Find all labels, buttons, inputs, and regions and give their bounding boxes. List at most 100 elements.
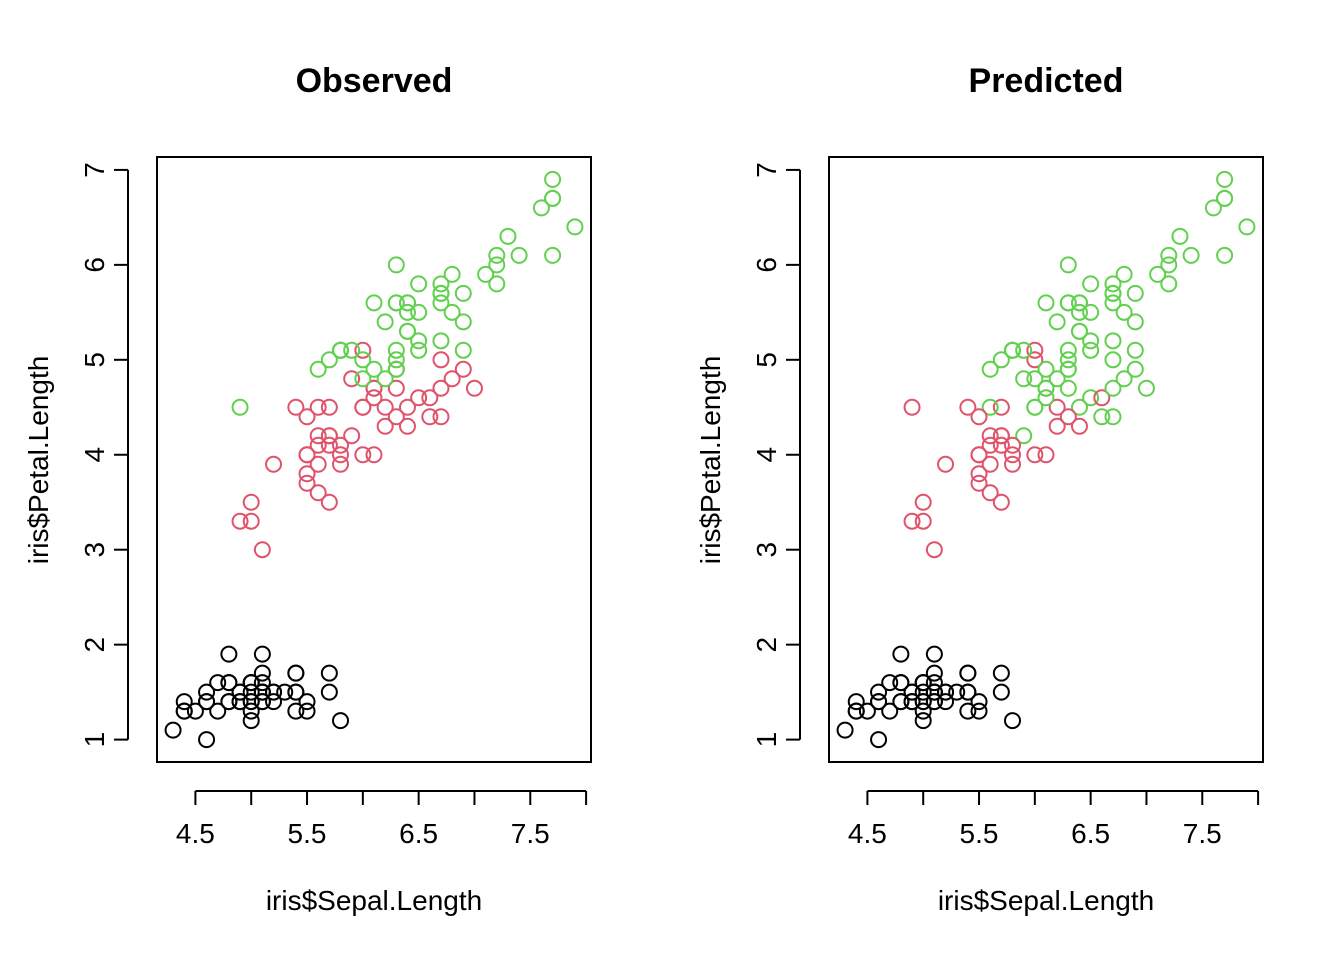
observed-data-point: [354, 398, 372, 416]
predicted-data-point: [970, 474, 988, 492]
observed-data-point: [242, 702, 260, 720]
observed-y-tick-label: 5: [79, 352, 110, 368]
observed-y-tick-label: 6: [79, 257, 110, 273]
predicted-x-tick-label: 6.5: [1071, 818, 1110, 849]
predicted-data-point: [1216, 189, 1234, 207]
predicted-data-point: [1059, 294, 1077, 312]
predicted-panel: Predicted iris$Sepal.Length iris$Petal.L…: [695, 62, 1264, 916]
observed-data-point: [332, 446, 350, 464]
observed-data-point: [421, 389, 439, 407]
observed-data-point: [432, 332, 450, 350]
predicted-data-point: [1216, 246, 1234, 264]
predicted-data-point: [914, 512, 932, 530]
predicted-data-point: [1093, 408, 1111, 426]
observed-data-point: [499, 227, 517, 245]
predicted-data-point: [1059, 379, 1077, 397]
predicted-data-point: [914, 683, 932, 701]
observed-data-point: [510, 246, 528, 264]
observed-data-point: [309, 398, 327, 416]
observed-data-point: [265, 683, 283, 701]
predicted-data-point: [1160, 256, 1178, 274]
predicted-plot-frame: [828, 156, 1264, 763]
predicted-x-tick-label: 7.5: [1183, 818, 1222, 849]
predicted-data-point: [1048, 370, 1066, 388]
predicted-data-point: [1160, 246, 1178, 264]
predicted-data-point: [1070, 417, 1088, 435]
observed-y-tick-label: 3: [79, 542, 110, 558]
observed-data-point: [242, 512, 260, 530]
observed-data-point: [231, 398, 249, 416]
observed-data-point: [298, 474, 316, 492]
observed-data-point: [242, 674, 260, 692]
predicted-data-point: [914, 693, 932, 711]
predicted-data-point: [937, 693, 955, 711]
predicted-data-point: [981, 427, 999, 445]
observed-plot-frame: [156, 156, 592, 763]
predicted-data-point: [892, 693, 910, 711]
predicted-data-point: [881, 674, 899, 692]
observed-title: Observed: [296, 62, 453, 100]
observed-data-point: [398, 322, 416, 340]
observed-data-point: [343, 370, 361, 388]
predicted-data-point: [1115, 370, 1133, 388]
observed-data-point: [198, 693, 216, 711]
observed-data-point: [320, 427, 338, 445]
predicted-data-point: [1059, 341, 1077, 359]
observed-data-point: [365, 294, 383, 312]
observed-data-point: [298, 446, 316, 464]
observed-data-point: [432, 408, 450, 426]
observed-data-point: [398, 398, 416, 416]
observed-data-point: [298, 465, 316, 483]
observed-data-point: [398, 294, 416, 312]
observed-data-point: [387, 408, 405, 426]
observed-data-point: [376, 370, 394, 388]
predicted-data-point: [1082, 341, 1100, 359]
observed-data-point: [432, 275, 450, 293]
observed-data-point: [343, 341, 361, 359]
predicted-data-point: [992, 427, 1010, 445]
predicted-data-point: [1026, 398, 1044, 416]
observed-data-point: [220, 645, 238, 663]
observed-data-point: [320, 683, 338, 701]
predicted-points: [836, 170, 1256, 749]
predicted-data-point: [914, 702, 932, 720]
predicted-data-point: [1015, 370, 1033, 388]
predicted-data-point: [981, 398, 999, 416]
observed-data-point: [175, 702, 193, 720]
predicted-data-point: [1026, 341, 1044, 359]
observed-data-point: [544, 189, 562, 207]
predicted-data-point: [847, 693, 865, 711]
predicted-data-point: [1037, 446, 1055, 464]
observed-data-point: [454, 360, 472, 378]
predicted-data-point: [970, 446, 988, 464]
predicted-data-point: [847, 702, 865, 720]
observed-data-point: [421, 408, 439, 426]
observed-y-axis-label: iris$Petal.Length: [23, 356, 54, 565]
observed-data-point: [320, 351, 338, 369]
observed-data-point: [164, 721, 182, 739]
observed-data-point: [376, 417, 394, 435]
predicted-data-point: [992, 351, 1010, 369]
predicted-y-tick-label: 3: [751, 542, 782, 558]
predicted-data-point: [937, 455, 955, 473]
predicted-data-point: [925, 664, 943, 682]
observed-data-point: [265, 693, 283, 711]
observed-x-tick-label: 7.5: [511, 818, 550, 849]
predicted-data-point: [1126, 313, 1144, 331]
observed-data-point: [410, 332, 428, 350]
predicted-data-point: [1115, 265, 1133, 283]
observed-data-point: [544, 170, 562, 188]
predicted-data-point: [892, 674, 910, 692]
predicted-data-point: [870, 683, 888, 701]
observed-data-point: [454, 313, 472, 331]
observed-data-point: [410, 389, 428, 407]
predicted-x-axis: 4.5 5.5 6.5 7.5: [848, 790, 1260, 849]
predicted-data-point: [1048, 417, 1066, 435]
observed-data-point: [332, 455, 350, 473]
observed-data-point: [354, 446, 372, 464]
predicted-data-point: [1149, 265, 1167, 283]
observed-data-point: [387, 341, 405, 359]
predicted-data-point: [981, 436, 999, 454]
observed-data-point: [432, 294, 450, 312]
